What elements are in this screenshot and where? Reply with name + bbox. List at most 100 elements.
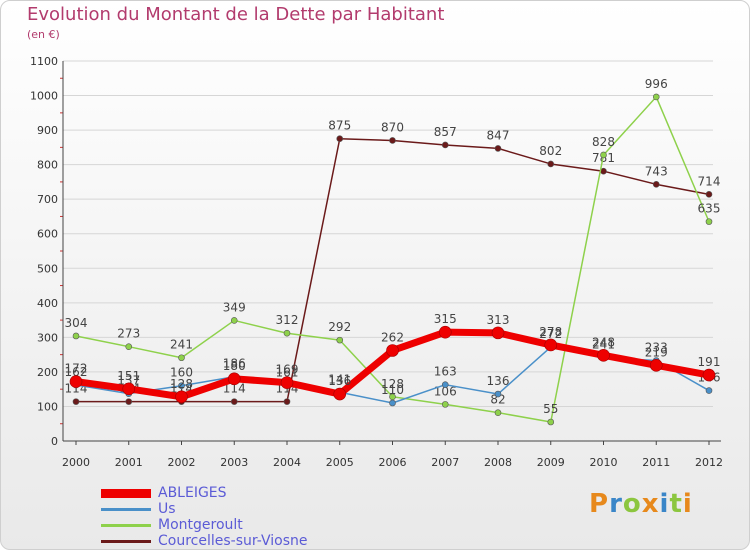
- data-label-ableiges: 136: [328, 374, 351, 388]
- data-label-ableiges: 278: [539, 325, 562, 339]
- legend-swatch: [101, 489, 151, 498]
- x-tick-label: 2010: [590, 456, 618, 469]
- data-label-courcelles-sur-viosne: 714: [698, 174, 721, 188]
- data-label-ableiges: 191: [698, 355, 721, 369]
- data-point-us: [441, 381, 449, 388]
- logo-letter: o: [622, 489, 642, 519]
- data-label-montgeroult: 312: [276, 313, 299, 327]
- data-label-us: 136: [487, 374, 510, 388]
- data-point-montgeroult: [230, 317, 238, 324]
- legend-swatch: [101, 524, 151, 527]
- data-label-us: 233: [645, 341, 668, 355]
- logo-letter: i: [682, 489, 693, 519]
- data-point-ableiges: [280, 376, 294, 389]
- data-point-montgeroult: [125, 343, 133, 350]
- y-tick-label: 900: [37, 124, 58, 137]
- data-label-montgeroult: 304: [65, 316, 88, 330]
- data-point-montgeroult: [652, 93, 660, 101]
- y-tick-label: 700: [37, 193, 58, 206]
- data-point-ableiges: [333, 387, 347, 401]
- data-label-montgeroult: 635: [698, 202, 721, 216]
- data-point-courcelles-sur-viosne: [547, 160, 555, 168]
- data-label-montgeroult: 82: [490, 393, 505, 407]
- data-point-courcelles-sur-viosne: [125, 398, 133, 405]
- data-label-courcelles-sur-viosne: 847: [487, 128, 510, 142]
- data-label-us: 161: [276, 365, 299, 379]
- data-point-ableiges: [175, 390, 188, 404]
- x-tick-label: 2000: [62, 456, 90, 469]
- data-point-ableiges: [491, 326, 505, 340]
- data-label-courcelles-sur-viosne: 802: [539, 144, 562, 158]
- data-point-montgeroult: [705, 218, 713, 225]
- data-label-montgeroult: 106: [434, 384, 457, 398]
- data-label-ableiges: 315: [434, 312, 457, 326]
- data-label-us: 241: [592, 338, 615, 352]
- data-point-courcelles-sur-viosne: [389, 137, 396, 144]
- data-label-courcelles-sur-viosne: 114: [223, 382, 246, 396]
- data-label-ableiges: 151: [117, 369, 140, 383]
- legend-label: Us: [158, 501, 176, 517]
- x-tick-label: 2007: [431, 456, 459, 469]
- data-point-us: [705, 387, 713, 394]
- chart-title: Evolution du Montant de la Dette par Hab…: [27, 4, 445, 25]
- legend-label: Courcelles-sur-Viosne: [158, 533, 308, 549]
- data-label-courcelles-sur-viosne: 870: [381, 120, 404, 134]
- y-tick-label: 400: [37, 297, 58, 310]
- data-label-montgeroult: 828: [592, 135, 615, 149]
- legend-swatch: [101, 508, 151, 511]
- data-point-montgeroult: [178, 354, 185, 362]
- data-label-us: 186: [223, 357, 246, 371]
- data-point-ableiges: [122, 382, 136, 396]
- data-point-montgeroult: [72, 332, 80, 340]
- legend-label: ABLEIGES: [158, 485, 227, 501]
- data-label-courcelles-sur-viosne: 743: [645, 164, 668, 178]
- y-tick-label: 300: [37, 331, 58, 344]
- data-point-ableiges: [69, 375, 83, 388]
- logo-letter: i: [659, 489, 670, 519]
- data-label-us: 163: [434, 365, 457, 379]
- data-label-us: 137: [117, 374, 140, 388]
- y-tick-label: 800: [37, 159, 58, 172]
- x-tick-label: 2005: [326, 456, 354, 469]
- x-tick-label: 2002: [168, 456, 196, 469]
- data-point-ableiges: [386, 344, 399, 357]
- x-tick-label: 2004: [273, 456, 301, 469]
- data-point-ableiges: [597, 349, 610, 362]
- proxiti-logo: Proxiti: [589, 489, 693, 519]
- data-point-courcelles-sur-viosne: [72, 398, 80, 405]
- data-point-courcelles-sur-viosne: [652, 181, 660, 188]
- y-tick-label: 200: [37, 366, 58, 379]
- data-label-courcelles-sur-viosne: 857: [434, 125, 457, 139]
- data-point-courcelles-sur-viosne: [441, 141, 449, 149]
- data-label-montgeroult: 241: [170, 338, 193, 352]
- x-tick-label: 2012: [695, 456, 723, 469]
- data-label-ableiges: 248: [592, 335, 615, 349]
- data-point-us: [178, 382, 185, 390]
- data-label-montgeroult: 273: [117, 327, 140, 341]
- data-point-courcelles-sur-viosne: [494, 145, 502, 152]
- data-label-us: 272: [539, 327, 562, 341]
- data-point-courcelles-sur-viosne: [705, 191, 713, 198]
- x-tick-label: 2006: [379, 456, 407, 469]
- data-label-us: 160: [170, 366, 193, 380]
- data-point-montgeroult: [600, 151, 607, 159]
- x-tick-label: 2003: [220, 456, 248, 469]
- data-label-ableiges: 262: [381, 330, 404, 344]
- x-tick-label: 2008: [484, 456, 512, 469]
- data-label-ableiges: 169: [276, 363, 299, 377]
- x-tick-label: 2009: [537, 456, 565, 469]
- y-tick-label: 1100: [30, 55, 58, 68]
- data-point-montgeroult: [547, 418, 555, 426]
- data-point-ableiges: [544, 338, 558, 352]
- x-tick-label: 2001: [115, 456, 143, 469]
- data-point-montgeroult: [441, 401, 449, 408]
- logo-letter: P: [589, 489, 610, 519]
- data-label-ableiges: 219: [645, 345, 668, 359]
- y-tick-label: 500: [37, 262, 58, 275]
- data-point-ableiges: [702, 368, 716, 382]
- data-label-ableiges: 313: [487, 313, 510, 327]
- x-tick-label: 2011: [642, 456, 670, 469]
- data-point-us: [389, 399, 396, 407]
- logo-letter: x: [641, 489, 660, 519]
